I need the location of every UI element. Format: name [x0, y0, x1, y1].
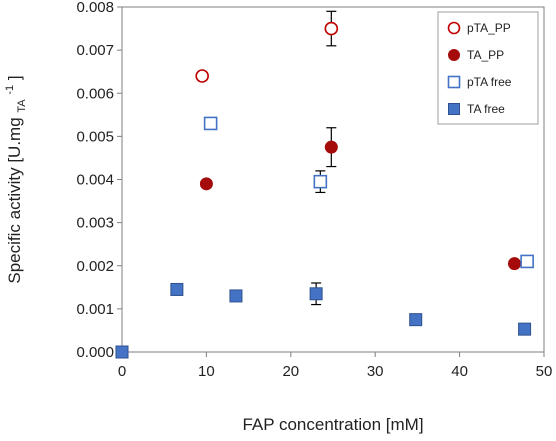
- y-tick-label: 0.004: [76, 172, 114, 189]
- x-tick-label: 40: [451, 363, 468, 380]
- x-tick-label: 50: [536, 363, 553, 380]
- x-tick-label: 10: [198, 363, 215, 380]
- x-tick-label: 20: [282, 363, 299, 380]
- y-tick-label: 0.003: [76, 215, 114, 232]
- y-axis-label: Specific activity [U.mg TA -1 ]: [0, 75, 29, 283]
- data-point: [520, 254, 534, 269]
- legend-label: TA_PP: [467, 48, 504, 62]
- data-point: [170, 282, 184, 296]
- y-axis-label-sup: -1: [4, 85, 16, 95]
- y-axis-label-end: ]: [5, 75, 24, 80]
- data-point: [203, 116, 218, 131]
- x-tick-label: 0: [118, 363, 126, 380]
- x-tick-label: 30: [367, 363, 384, 380]
- y-tick-label: 0.007: [76, 42, 114, 59]
- data-point: [115, 345, 129, 359]
- y-tick-label: 0.001: [76, 301, 114, 318]
- data-point: [195, 69, 209, 83]
- legend-marker: [447, 21, 461, 35]
- data-point: [324, 140, 338, 154]
- legend: pTA_PP TA_PP pTA free TA free: [437, 11, 539, 125]
- legend-marker: [447, 75, 461, 89]
- data-point: [507, 257, 521, 271]
- data-point: [518, 322, 532, 336]
- data-point: [409, 313, 423, 327]
- y-tick-label: 0.008: [76, 0, 114, 16]
- y-tick-label: 0.005: [76, 128, 114, 145]
- data-point: [309, 287, 323, 301]
- data-point: [199, 177, 213, 191]
- plot-area: 0.000 0.001 0.002 0.003 0.004 0.005 0.006 0.007…: [76, 0, 552, 380]
- y-tick-label: 0.006: [76, 85, 114, 102]
- y-axis-label-sub: TA: [16, 99, 28, 113]
- data-point: [324, 21, 339, 36]
- data-point: [313, 174, 328, 189]
- x-axis-label: FAP concentration [mM]: [242, 415, 423, 434]
- legend-label: pTA_PP: [467, 21, 511, 35]
- y-axis-label-main: Specific activity [U.mg: [5, 117, 24, 283]
- legend-label: TA free: [467, 102, 505, 116]
- legend-label: pTA free: [467, 75, 512, 89]
- legend-marker: [448, 49, 460, 61]
- legend-marker: [448, 103, 460, 115]
- y-tick-label: 0.000: [76, 344, 114, 361]
- y-tick-label: 0.002: [76, 258, 114, 275]
- data-point: [229, 289, 243, 303]
